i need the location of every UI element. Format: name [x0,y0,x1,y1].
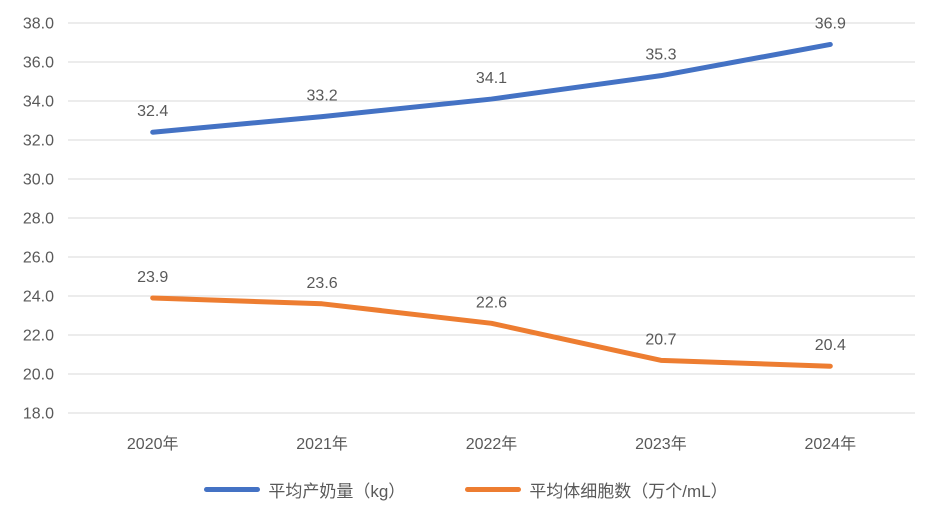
x-axis-label: 2021年 [296,435,348,453]
y-axis-label: 36.0 [23,55,54,72]
legend-label: 平均体细胞数（万个/mL） [529,481,728,501]
plot-area: 18.0 20.0 22.0 24.0 26.0 28.0 30.0 32.0 34.0 36.0… [23,15,915,453]
somatic-cell-count-line [150,295,833,369]
y-axis-label: 34.0 [23,94,54,111]
milk-yield-data-label: 33.2 [307,88,338,105]
milk-yield-data-label: 32.4 [137,103,168,120]
x-axis-label: 2020年 [127,435,179,453]
somatic-cell-count-data-label: 23.9 [137,269,168,286]
somatic-cell-count-data-label: 23.6 [307,275,338,292]
milk-yield-line [150,41,833,135]
x-axis-label: 2024年 [804,435,856,453]
milk-yield-data-label: 36.9 [815,15,846,32]
y-axis-label: 18.0 [23,406,54,423]
milk-yield-data-label: 34.1 [476,70,507,87]
x-axis-label: 2023年 [635,435,687,453]
somatic-cell-count-data-label: 22.6 [476,294,507,311]
legend-item-somatic-cell-count: 平均体细胞数（万个/mL） [465,477,728,502]
y-axis-label: 22.0 [23,328,54,345]
chart-legend: 平均产奶量（kg） 平均体细胞数（万个/mL） [0,460,932,518]
legend-label: 平均产奶量（kg） [268,481,406,501]
y-axis-label: 30.0 [23,172,54,189]
milk-yield-data-label: 35.3 [645,47,676,64]
legend-item-milk-yield: 平均产奶量（kg） [204,477,405,502]
legend-line-swatch [204,486,261,492]
somatic-cell-count-data-label: 20.4 [815,337,846,354]
legend-line-swatch [465,486,522,492]
y-axis-label: 26.0 [23,250,54,267]
somatic-cell-count-data-label: 20.7 [645,331,676,348]
y-axis-label: 24.0 [23,289,54,306]
y-axis-label: 20.0 [23,367,54,384]
y-axis-label: 32.0 [23,133,54,150]
y-axis-label: 28.0 [23,211,54,228]
y-axis-label: 38.0 [23,16,54,33]
x-axis-label: 2022年 [466,435,518,453]
